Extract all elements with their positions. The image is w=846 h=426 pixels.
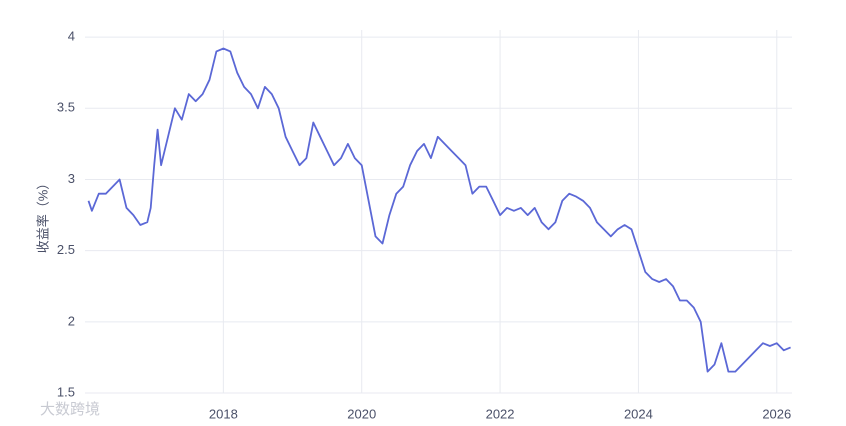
x-tick-label: 2024 — [624, 406, 653, 421]
x-tick-label: 2026 — [762, 406, 791, 421]
watermark: 大数跨境 — [40, 400, 100, 418]
y-tick-label: 2.5 — [57, 242, 75, 257]
x-tick-label: 2018 — [209, 406, 238, 421]
data-line — [87, 47, 791, 373]
x-tick-label: 2022 — [486, 406, 515, 421]
y-axis-title: 收益率（%） — [35, 177, 50, 254]
y-tick-label: 4 — [68, 29, 75, 44]
y-tick-label: 2 — [68, 313, 75, 328]
y-tick-label: 1.5 — [57, 384, 75, 399]
y-tick-label: 3.5 — [57, 100, 75, 115]
x-tick-label: 2020 — [347, 406, 376, 421]
y-tick-label: 3 — [68, 171, 75, 186]
